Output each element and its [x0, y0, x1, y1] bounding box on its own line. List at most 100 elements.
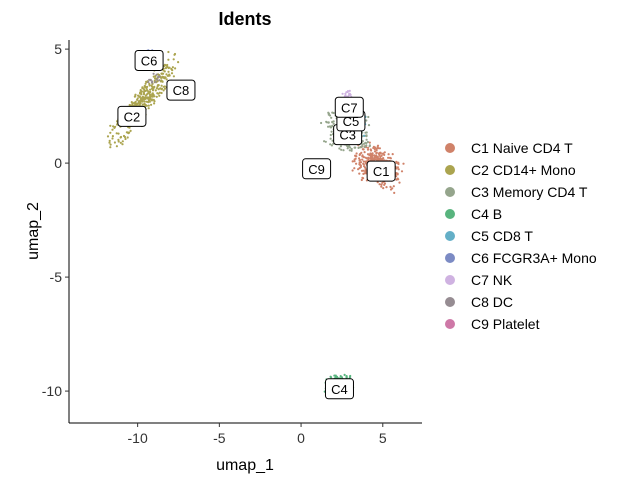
data-point [351, 160, 354, 163]
data-point [389, 185, 392, 188]
data-point [146, 89, 149, 92]
data-point [358, 161, 361, 164]
data-point [363, 165, 366, 168]
data-point [379, 155, 382, 158]
data-point [111, 137, 114, 140]
data-point [366, 148, 370, 151]
data-point [362, 163, 365, 166]
legend-label: C8 DC [471, 294, 513, 310]
data-point [327, 111, 330, 114]
data-point [119, 141, 122, 144]
data-point [362, 169, 365, 172]
data-point [141, 87, 144, 90]
data-point [329, 133, 332, 137]
data-point [144, 94, 147, 97]
data-point [347, 145, 350, 148]
svg-text:C2: C2 [124, 109, 141, 124]
data-point [371, 156, 374, 159]
data-point [330, 116, 333, 119]
data-point [138, 95, 141, 98]
data-point [112, 125, 115, 128]
data-point [167, 70, 170, 73]
data-point [161, 80, 164, 83]
data-point [173, 53, 176, 56]
data-point [148, 78, 151, 81]
data-point [147, 92, 150, 95]
y-tick-label: -10 [42, 383, 62, 399]
data-point [174, 67, 177, 70]
data-point [371, 152, 374, 155]
data-point [393, 191, 396, 194]
data-point [171, 66, 174, 69]
data-point [153, 85, 156, 88]
data-point [385, 186, 388, 189]
data-point [111, 128, 114, 131]
data-point [325, 121, 328, 124]
data-point [358, 172, 361, 175]
data-point [150, 81, 154, 84]
data-point [150, 103, 153, 106]
data-point [354, 154, 357, 157]
data-point [162, 72, 165, 75]
data-point [143, 96, 146, 99]
data-point [144, 82, 147, 85]
data-point [343, 373, 346, 376]
data-point [375, 156, 379, 159]
svg-text:C1: C1 [373, 164, 390, 179]
data-point [155, 95, 158, 98]
data-point [349, 374, 352, 378]
legend-label: C5 CD8 T [471, 228, 533, 244]
data-point [158, 79, 161, 82]
data-point [364, 156, 367, 159]
legend-item: C2 CD14+ Mono [445, 162, 576, 178]
data-point [363, 172, 366, 175]
data-point [172, 75, 175, 78]
data-point [163, 70, 166, 73]
data-point [361, 154, 364, 157]
data-point [367, 115, 370, 119]
series-c8 [147, 72, 161, 84]
data-point [143, 100, 146, 103]
x-tick-label: -5 [213, 430, 226, 446]
data-point [392, 185, 395, 188]
data-point [126, 136, 129, 139]
data-point [136, 98, 139, 101]
legend-swatch [445, 209, 455, 219]
data-point [177, 61, 180, 64]
data-point [374, 154, 377, 157]
data-point [138, 103, 141, 106]
data-point [347, 94, 350, 97]
data-point [324, 140, 327, 143]
data-point [139, 89, 142, 92]
data-point [355, 162, 358, 165]
data-point [166, 65, 169, 69]
data-point [400, 170, 404, 173]
data-point [158, 75, 161, 78]
data-point [372, 146, 375, 150]
cluster-label-c7: C7 [334, 96, 364, 118]
svg-text:C6: C6 [141, 54, 158, 69]
data-point [348, 149, 351, 152]
x-axis-title: umap_1 [216, 457, 274, 474]
data-point [123, 135, 127, 139]
data-point [157, 92, 160, 95]
data-point [157, 88, 160, 91]
svg-text:C4: C4 [331, 382, 348, 397]
x-tick-label: 5 [379, 430, 387, 446]
data-point [380, 183, 383, 186]
data-point [367, 124, 371, 127]
data-point [154, 80, 157, 84]
data-point [117, 140, 120, 143]
data-point [330, 126, 333, 129]
data-point [354, 157, 357, 160]
data-point [339, 145, 342, 148]
data-point [329, 375, 332, 378]
data-point [341, 92, 344, 95]
legend-item: C5 CD8 T [445, 228, 533, 244]
data-point [364, 170, 367, 173]
data-point [121, 140, 124, 143]
data-point [351, 169, 354, 172]
data-point [378, 183, 381, 186]
data-point [332, 122, 335, 125]
data-point [348, 89, 351, 92]
